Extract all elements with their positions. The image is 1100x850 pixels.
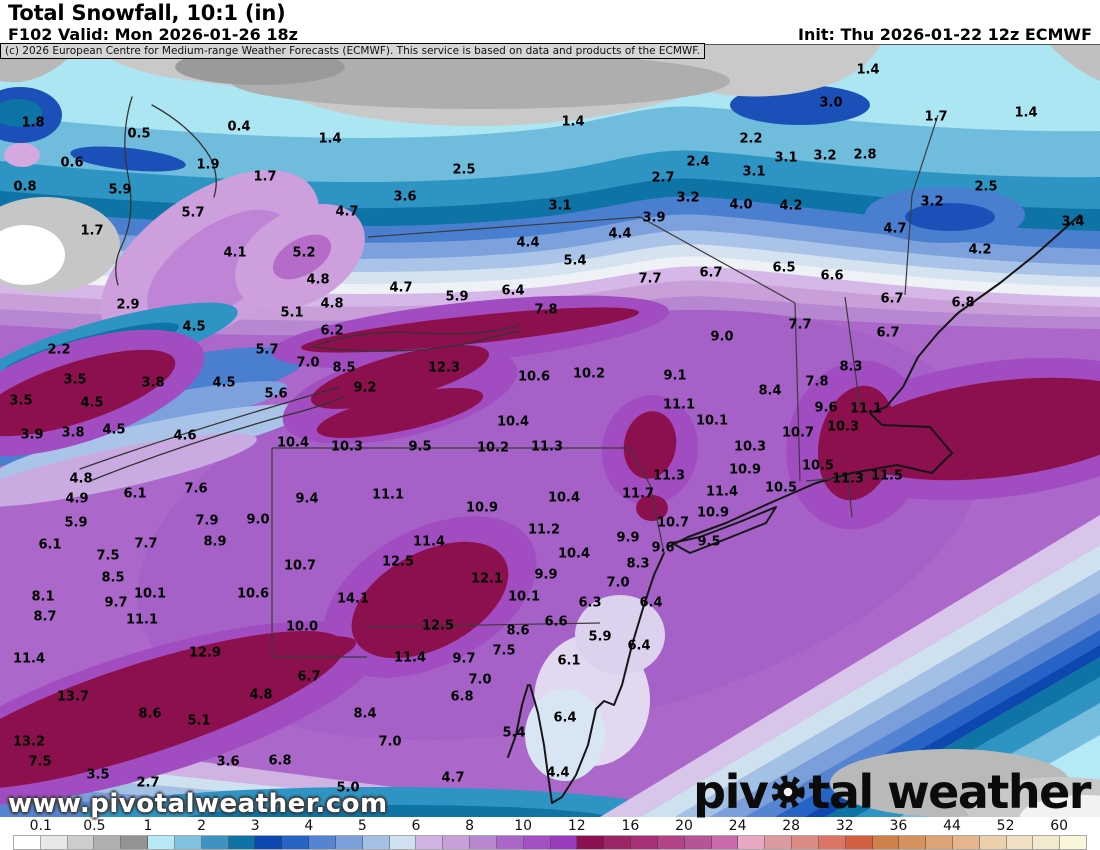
colorbar-tick: 36 xyxy=(889,818,908,834)
colorbar-segment xyxy=(94,836,122,849)
pivotal-weather-logo: piv tal weather xyxy=(693,765,1091,819)
coastline xyxy=(507,214,1081,804)
colorbar-segment xyxy=(604,836,632,849)
colorbar-segment xyxy=(148,836,175,849)
logo-text-tal-weather: tal weather xyxy=(808,765,1091,819)
colorbar-legend xyxy=(13,835,1087,850)
colorbar-segment xyxy=(577,836,605,849)
init-time-label: Init: Thu 2026-01-22 12z ECMWF xyxy=(798,25,1092,44)
colorbar-segment xyxy=(416,836,444,849)
colorbar-segment xyxy=(657,836,685,849)
colorbar-segment xyxy=(40,836,68,849)
colorbar-segment xyxy=(684,836,712,849)
colorbar-segment xyxy=(14,836,41,849)
page-title: Total Snowfall, 10:1 (in) xyxy=(8,1,286,25)
valid-time-label: F102 Valid: Mon 2026-01-26 18z xyxy=(8,25,298,44)
colorbar-tick: 6 xyxy=(411,818,421,834)
colorbar-segment xyxy=(121,836,149,849)
colorbar-segment xyxy=(228,836,256,849)
colorbar-segment xyxy=(496,836,524,849)
colorbar-segment xyxy=(738,836,766,849)
colorbar-segment xyxy=(872,836,900,849)
colorbar-segment xyxy=(979,836,1007,849)
colorbar-segment xyxy=(631,836,658,849)
ocean-bands xyxy=(600,515,1100,817)
colorbar-tick-labels: 0.1 0.5 1 2 3 4 5 6 8 10 12 16 20 24 28 32 36 44 52 60 xyxy=(14,818,1086,834)
colorbar-segment xyxy=(1060,836,1087,849)
colorbar-tick: 12 xyxy=(567,818,586,834)
colorbar-tick: 0.1 xyxy=(29,818,52,834)
colorbar-segment xyxy=(174,836,202,849)
colorbar-tick: 1 xyxy=(143,818,153,834)
colorbar-segment xyxy=(201,836,229,849)
colorbar-segment xyxy=(1033,836,1061,849)
colorbar-segment xyxy=(952,836,980,849)
colorbar-tick: 44 xyxy=(943,818,961,834)
colorbar-segment xyxy=(309,836,336,849)
colorbar-tick: 24 xyxy=(728,818,747,834)
colorbar-segment xyxy=(550,836,578,849)
colorbar-segment xyxy=(926,836,953,849)
state-borders xyxy=(271,114,939,658)
colorbar-tick: 0.5 xyxy=(83,818,106,834)
colorbar-segment xyxy=(765,836,793,849)
colorbar-tick: 20 xyxy=(675,818,693,834)
colorbar-segment xyxy=(1006,836,1034,849)
heavy-snow-cores xyxy=(0,295,1100,805)
lakes xyxy=(79,96,521,482)
colorbar-segment xyxy=(818,836,846,849)
colorbar-segment xyxy=(335,836,363,849)
colorbar-segment xyxy=(523,836,551,849)
colorbar-segment xyxy=(67,836,95,849)
watermark: www.pivotalweather.com xyxy=(8,789,388,819)
colorbar-tick: 2 xyxy=(197,818,207,834)
colorbar-segment xyxy=(282,836,310,849)
colorbar-tick: 16 xyxy=(621,818,640,834)
colorbar-segment xyxy=(899,836,927,849)
colorbar-segment xyxy=(362,836,390,849)
colorbar-segment xyxy=(711,836,739,849)
snowfall-map[interactable] xyxy=(0,44,1100,817)
colorbar-segment xyxy=(443,836,471,849)
colorbar-segment xyxy=(389,836,417,849)
gear-icon xyxy=(769,772,807,818)
colorbar-segment xyxy=(255,836,283,849)
copyright-bar: (c) 2026 European Centre for Medium-rang… xyxy=(0,43,705,59)
colorbar-tick: 28 xyxy=(782,818,801,834)
colorbar-tick: 52 xyxy=(996,818,1015,834)
colorbar-tick: 3 xyxy=(250,818,260,834)
colorbar-tick: 5 xyxy=(357,818,367,834)
colorbar-tick: 8 xyxy=(465,818,475,834)
colorbar-segment xyxy=(470,836,497,849)
logo-text-piv: piv xyxy=(693,765,769,819)
colorbar-segment xyxy=(845,836,873,849)
colorbar-tick: 4 xyxy=(304,818,314,834)
colorbar-tick: 32 xyxy=(835,818,854,834)
colorbar-tick: 60 xyxy=(1050,818,1069,834)
colorbar-tick: 10 xyxy=(514,818,533,834)
colorbar-segment xyxy=(792,836,819,849)
